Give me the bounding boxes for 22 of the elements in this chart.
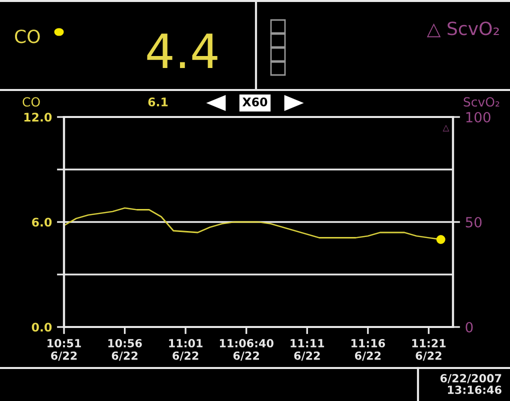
annotation: △ (442, 124, 450, 132)
y-tick-label: 6.0 (32, 218, 52, 227)
text: 6.1 (148, 98, 168, 106)
y2-tick-label: 0 (466, 322, 473, 332)
x-tick-label: 10:56 6/22 (108, 339, 142, 361)
y-axis-title: CO (22, 97, 40, 107)
text: △ ScvO₂ (426, 22, 499, 38)
x-tick-label: 11:01 6/22 (169, 339, 202, 361)
text: 6/22/2007 13:16:46 (440, 374, 502, 394)
x-tick-label: 11:16 6/22 (351, 339, 385, 361)
y2-tick-label: 50 (466, 216, 482, 228)
x-tick-label: 10:51 6/22 (48, 339, 81, 361)
x-tick-label: 11:11 6/22 (290, 339, 324, 361)
y-tick-label: 12.0 (24, 112, 52, 122)
y2-tick-label: 100 (466, 112, 490, 122)
x-tick-label: 11:06:40 6/22 (220, 339, 274, 361)
y2-axis-title: ScvO₂ (464, 97, 500, 107)
y-tick-label: 0.0 (32, 322, 52, 332)
x-tick-label: 11:21 6/22 (412, 339, 446, 361)
text: 4.4 (147, 34, 218, 68)
text: CO (15, 30, 40, 44)
text: X60 (242, 97, 268, 106)
